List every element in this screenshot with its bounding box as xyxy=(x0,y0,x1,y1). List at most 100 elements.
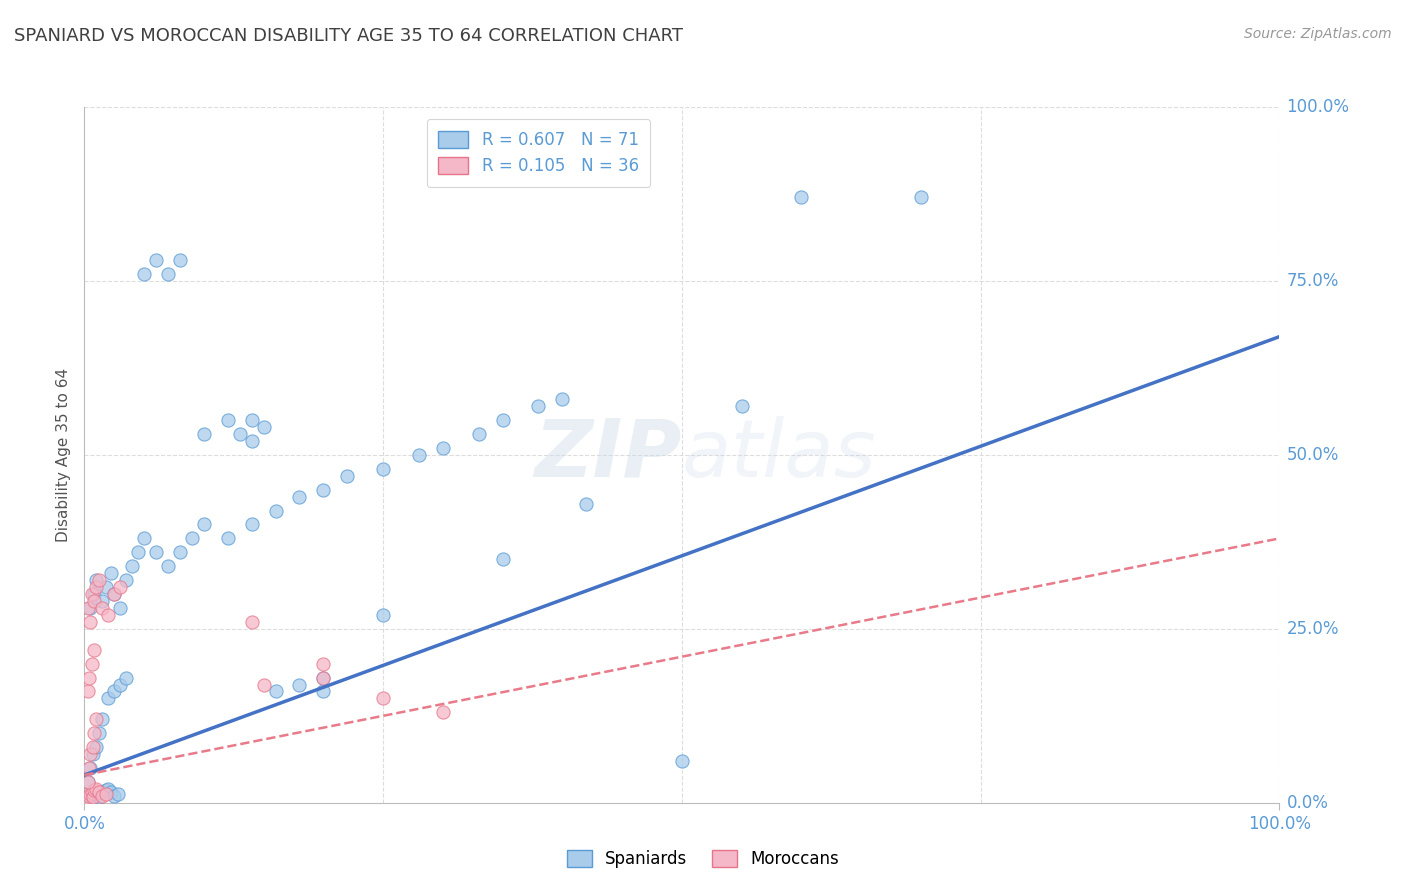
Point xyxy=(79,747,101,761)
Point xyxy=(84,580,107,594)
Point xyxy=(408,448,430,462)
Point xyxy=(492,413,515,427)
Point xyxy=(77,684,100,698)
Point xyxy=(80,587,103,601)
Point xyxy=(432,706,454,720)
Point xyxy=(77,671,100,685)
Point xyxy=(145,253,167,268)
Point xyxy=(264,503,287,517)
Point xyxy=(312,671,335,685)
Point xyxy=(115,573,138,587)
Point xyxy=(83,642,105,657)
Point xyxy=(169,253,191,268)
Point xyxy=(87,790,110,805)
Point xyxy=(87,785,110,799)
Text: 25.0%: 25.0% xyxy=(1286,620,1339,638)
Point xyxy=(79,761,101,775)
Point xyxy=(97,691,120,706)
Point xyxy=(157,559,180,574)
Point xyxy=(731,399,754,413)
Point xyxy=(82,790,104,805)
Point xyxy=(103,587,125,601)
Point xyxy=(264,684,287,698)
Point xyxy=(91,594,114,608)
Point xyxy=(107,788,129,802)
Point xyxy=(79,601,101,615)
Point xyxy=(527,399,550,413)
Point xyxy=(79,615,101,629)
Point xyxy=(82,740,104,755)
Point xyxy=(193,517,215,532)
Point xyxy=(84,573,107,587)
Text: 50.0%: 50.0% xyxy=(1286,446,1339,464)
Point xyxy=(77,775,100,789)
Point xyxy=(83,587,105,601)
Point xyxy=(127,545,149,559)
Point xyxy=(193,427,215,442)
Point xyxy=(110,601,132,615)
Point xyxy=(84,788,107,802)
Point xyxy=(132,532,156,546)
Legend: Spaniards, Moroccans: Spaniards, Moroccans xyxy=(560,843,846,875)
Point xyxy=(103,789,125,803)
Point xyxy=(91,785,114,799)
Point xyxy=(288,677,311,691)
Point xyxy=(240,615,263,629)
Y-axis label: Disability Age 35 to 64: Disability Age 35 to 64 xyxy=(56,368,72,542)
Point xyxy=(79,792,101,806)
Point xyxy=(91,789,114,803)
Point xyxy=(336,468,359,483)
Point xyxy=(91,601,114,615)
Point xyxy=(492,552,515,566)
Point xyxy=(312,684,335,698)
Point xyxy=(83,726,105,740)
Point xyxy=(371,691,394,706)
Point xyxy=(110,677,132,691)
Point xyxy=(103,587,125,601)
Point xyxy=(94,783,117,797)
Point xyxy=(312,671,335,685)
Point xyxy=(91,712,114,726)
Text: SPANIARD VS MOROCCAN DISABILITY AGE 35 TO 64 CORRELATION CHART: SPANIARD VS MOROCCAN DISABILITY AGE 35 T… xyxy=(14,27,683,45)
Point xyxy=(84,740,107,755)
Point xyxy=(240,517,263,532)
Point xyxy=(100,566,122,581)
Point xyxy=(432,441,454,455)
Point xyxy=(253,677,276,691)
Point xyxy=(671,754,693,768)
Point xyxy=(115,671,138,685)
Point xyxy=(77,789,100,803)
Point xyxy=(371,462,394,476)
Point xyxy=(169,545,191,559)
Point xyxy=(157,267,180,281)
Point xyxy=(180,532,202,546)
Point xyxy=(312,483,335,497)
Text: atlas: atlas xyxy=(682,416,877,494)
Point xyxy=(217,413,239,427)
Point xyxy=(83,594,105,608)
Point xyxy=(94,580,117,594)
Point xyxy=(87,573,110,587)
Point xyxy=(312,657,335,671)
Point xyxy=(77,775,100,789)
Point xyxy=(103,684,125,698)
Point xyxy=(145,545,167,559)
Point xyxy=(80,657,103,671)
Point xyxy=(217,532,239,546)
Point xyxy=(100,785,122,799)
Point xyxy=(240,413,263,427)
Text: ZIP: ZIP xyxy=(534,416,682,494)
Point xyxy=(575,497,598,511)
Point xyxy=(77,792,100,806)
Point xyxy=(84,781,107,796)
Text: 0.0%: 0.0% xyxy=(1286,794,1329,812)
Point xyxy=(77,761,100,775)
Point xyxy=(77,601,100,615)
Point xyxy=(240,434,263,448)
Point xyxy=(83,783,105,797)
Point xyxy=(110,580,132,594)
Point xyxy=(551,392,574,407)
Point xyxy=(87,726,110,740)
Point xyxy=(288,490,311,504)
Point xyxy=(80,785,103,799)
